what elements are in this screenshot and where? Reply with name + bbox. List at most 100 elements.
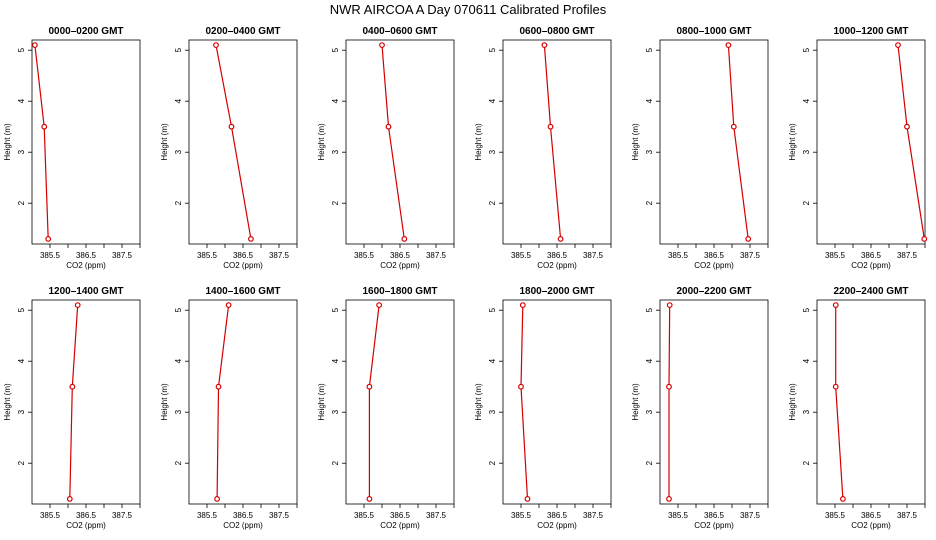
data-point (228, 123, 235, 130)
y-tick-label: 3 (488, 409, 497, 414)
plot-frame (502, 39, 612, 245)
y-tick-label: 5 (488, 307, 497, 312)
profile-line (897, 45, 925, 239)
x-axis-label: CO2 (ppm) (851, 521, 891, 530)
y-tick-label: 5 (645, 307, 654, 312)
data-point (840, 496, 846, 502)
profile-panel: 1000–1200 GMT 385.5 386.5 387.5 2 3 4 5 CO2 (ppm… (788, 26, 928, 270)
x-tick-label: 385.5 (668, 251, 689, 260)
data-point (41, 123, 48, 130)
x-tick-label: 387.5 (426, 511, 447, 520)
x-axis-label: CO2 (ppm) (694, 261, 734, 270)
data-point (366, 496, 373, 502)
x-axis-label: CO2 (ppm) (66, 261, 106, 270)
y-tick-label: 4 (17, 98, 26, 103)
panel-title: 1400–1600 GMT (205, 286, 280, 297)
y-tick-label: 2 (802, 200, 811, 205)
y-axis-label: Height (m) (474, 383, 483, 421)
profile-panel: 1400–1600 GMT 385.5 386.5 387.5 2 3 4 5 CO2 (ppm… (160, 286, 298, 530)
y-tick-label: 4 (645, 98, 654, 103)
data-point (31, 42, 38, 48)
panel-grid: 0000–0200 GMT 385.5 386.5 387.5 2 3 4 5 CO2 (ppm… (3, 26, 928, 530)
x-tick-label: 386.5 (233, 511, 254, 520)
profile-line (69, 305, 79, 499)
panel-title: 2000–2200 GMT (676, 286, 751, 297)
y-tick-label: 2 (488, 200, 497, 205)
y-tick-label: 4 (17, 358, 26, 363)
y-tick-label: 4 (174, 98, 183, 103)
x-tick-label: 386.5 (390, 511, 411, 520)
x-axis-label: CO2 (ppm) (537, 521, 577, 530)
data-point (45, 235, 52, 242)
y-tick-label: 5 (331, 307, 340, 312)
x-tick-label: 386.5 (704, 511, 725, 520)
data-point (832, 302, 839, 309)
data-point (213, 42, 219, 48)
x-tick-label: 385.5 (197, 511, 218, 520)
data-point (385, 123, 392, 130)
y-axis-label: Height (m) (3, 123, 12, 161)
plot-frame (31, 299, 141, 505)
data-point (69, 383, 76, 390)
data-point (225, 302, 232, 309)
data-point (745, 235, 752, 242)
profile-line (543, 45, 562, 239)
y-tick-label: 5 (17, 47, 26, 52)
x-tick-label: 386.5 (233, 251, 254, 260)
x-tick-label: 385.5 (354, 251, 375, 260)
y-tick-label: 4 (802, 358, 811, 363)
figure-title: NWR AIRCOA A Day 070611 Calibrated Profi… (330, 2, 607, 17)
y-tick-label: 4 (331, 98, 340, 103)
y-tick-label: 5 (802, 307, 811, 312)
data-point (666, 302, 673, 309)
x-tick-label: 386.5 (76, 251, 97, 260)
y-tick-label: 3 (17, 149, 26, 154)
plot-frame (659, 299, 769, 505)
y-tick-label: 2 (174, 200, 183, 205)
x-tick-label: 387.5 (112, 511, 133, 520)
x-tick-label: 385.5 (511, 511, 532, 520)
x-tick-label: 385.5 (668, 511, 689, 520)
plot-frame (816, 299, 926, 505)
data-point (74, 302, 81, 309)
x-axis-label: CO2 (ppm) (223, 521, 263, 530)
y-axis-label: Height (m) (160, 383, 169, 421)
profile-line (216, 305, 230, 499)
data-point (547, 123, 554, 130)
profile-line (727, 45, 749, 239)
plot-frame (659, 39, 769, 245)
x-tick-label: 387.5 (740, 511, 761, 520)
panel-title: 0000–0200 GMT (48, 26, 123, 37)
plot-frame (345, 39, 455, 245)
panel-title: 0800–1000 GMT (676, 26, 751, 37)
data-point (730, 123, 737, 130)
x-tick-label: 386.5 (547, 511, 568, 520)
plot-frame (31, 39, 141, 245)
x-tick-label: 387.5 (897, 511, 918, 520)
data-point (248, 235, 254, 242)
profile-line (368, 305, 380, 499)
data-point (524, 496, 531, 502)
data-point (666, 496, 672, 502)
profile-line (668, 305, 671, 499)
data-point (904, 123, 910, 130)
data-point (541, 42, 548, 48)
x-tick-label: 387.5 (426, 251, 447, 260)
panel-title: 1600–1800 GMT (362, 286, 437, 297)
y-axis-label: Height (m) (160, 123, 169, 161)
data-point (401, 235, 408, 242)
y-axis-label: Height (m) (317, 123, 326, 161)
plot-frame (345, 299, 455, 505)
panel-title: 1000–1200 GMT (833, 26, 908, 37)
y-tick-label: 3 (331, 149, 340, 154)
profile-panel: 1200–1400 GMT 385.5 386.5 387.5 2 3 4 5 CO2 (ppm… (3, 286, 141, 530)
y-tick-label: 5 (802, 47, 811, 52)
y-tick-label: 3 (488, 149, 497, 154)
panel-title: 0600–0800 GMT (519, 26, 594, 37)
panel-title: 1200–1400 GMT (48, 286, 123, 297)
x-tick-label: 386.5 (390, 251, 411, 260)
y-tick-label: 2 (645, 200, 654, 205)
y-axis-label: Height (m) (317, 383, 326, 421)
y-tick-label: 2 (17, 200, 26, 205)
panel-title: 1800–2000 GMT (519, 286, 594, 297)
